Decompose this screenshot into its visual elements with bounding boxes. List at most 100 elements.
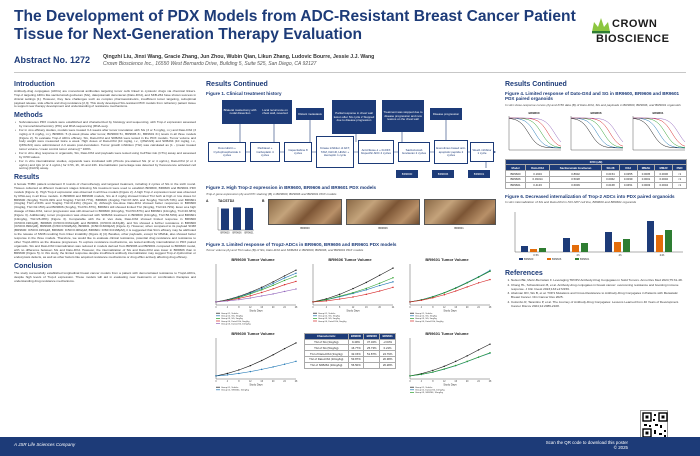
table-cell: 20.38% xyxy=(379,355,396,363)
table-cell: TGI of SG (5mg/kg) xyxy=(304,344,349,352)
legend-entry: Group 02, SG, 3mg/kg xyxy=(221,314,244,317)
data-point xyxy=(295,288,297,290)
series-line xyxy=(215,275,297,303)
series-line xyxy=(409,343,491,377)
bar xyxy=(572,244,579,252)
data-point xyxy=(283,290,286,292)
data-point xyxy=(238,298,240,301)
legend-entry: Group 01, Vehicle xyxy=(415,312,433,315)
fig1-title: Figure 1. Clinical treatment history xyxy=(206,91,282,96)
results-continued-heading-2: Results Continued xyxy=(505,81,567,88)
data-point xyxy=(365,293,368,295)
data-point xyxy=(338,295,341,297)
flow-box: Distant metastasis xyxy=(296,108,324,121)
data-point xyxy=(226,300,229,302)
title-line-2: Tissue for Next-Generation Therapy Evalu… xyxy=(14,26,363,43)
legend-entry: Group 03, SG, 5mg/kg xyxy=(415,317,438,320)
fig2-subtitle: Trop-2 gene expression (A) and IHC stain… xyxy=(206,191,337,196)
series-line xyxy=(215,272,297,303)
x-tick-label: 24 xyxy=(477,307,480,309)
treatment-flow-diagram: Bilateral mastectomy with nodal dissecti… xyxy=(206,98,496,182)
flow-box: Bilateral mastectomy with nodal dissecti… xyxy=(222,100,258,125)
flow-box: Disease progression xyxy=(430,108,462,121)
data-point xyxy=(226,372,229,374)
ic50-table-wrap: IC50 (uM) Model Dato-DXd Sacituzumab Govite… xyxy=(504,158,687,189)
flow-box: Everolimus based anti-apoptotic peptide … xyxy=(434,140,468,165)
table-cell: 0.0168 xyxy=(601,181,620,189)
methods-bullet: For in vivo efficacy studies, models wer… xyxy=(14,128,196,152)
qr-pattern xyxy=(642,412,668,438)
tacstd2-bar-chart: BR9600 BR9606 BR9601 xyxy=(217,206,254,234)
x-tick-label: 20 xyxy=(466,381,469,383)
table-row: TGI of SG (5mg/kg) 16.77% 25.73% 0.21% xyxy=(304,344,396,352)
x-tick-label: 12 xyxy=(443,307,446,309)
x-tick-label: 2h xyxy=(576,253,580,257)
data-point xyxy=(409,301,411,303)
x-tick-label: 4 xyxy=(421,307,423,309)
series-line xyxy=(409,279,491,303)
x-tick-label: 0 xyxy=(409,381,411,383)
data-point xyxy=(295,269,297,271)
results-heading: Results xyxy=(14,174,40,182)
affiliation: Crown Bioscience Inc., 16550 West Bernar… xyxy=(103,61,317,67)
data-point xyxy=(249,364,251,367)
table-row: BR9606 0.03314 0.5028 0.0062 0.0039 0.0001 0.0… xyxy=(504,175,687,183)
series-line xyxy=(215,360,297,377)
data-point xyxy=(272,282,274,284)
dose-panel-title: BR9606 xyxy=(590,111,601,115)
x-tick-label: 4 xyxy=(326,307,328,309)
bar xyxy=(233,206,241,230)
x-tick-label: 20 xyxy=(378,307,381,309)
data-point xyxy=(489,278,491,281)
x-tick-label: 20 xyxy=(466,307,469,309)
data-point xyxy=(489,343,491,345)
table-cell: 0.0004 xyxy=(654,181,674,189)
data-point xyxy=(283,279,286,281)
data-point xyxy=(249,293,251,295)
x-tick-label: 24h xyxy=(660,253,665,257)
chart-title: BR9601 Tumor Volume xyxy=(425,257,469,262)
chart-title: BR9600 Tumor Volume xyxy=(231,257,275,262)
x-tick-label: 8 xyxy=(432,307,434,309)
results-continued-heading: Results Continued xyxy=(206,81,268,88)
data-point xyxy=(249,370,251,373)
data-point xyxy=(295,280,297,282)
data-point xyxy=(432,295,434,298)
data-point xyxy=(378,284,381,287)
data-point xyxy=(378,290,381,292)
data-point xyxy=(238,372,240,374)
table-row: TGI of SKB264 (10mg/kg) 56.50% 26.28% xyxy=(304,361,396,369)
model-label: BR9600 xyxy=(396,170,418,179)
data-point xyxy=(325,300,328,302)
x-axis-label: Study Days xyxy=(443,308,457,312)
methods-bullet: For in vitro drug response in organoids,… xyxy=(14,151,196,160)
flow-box: Local recurrence on chest wall, resected xyxy=(258,100,292,125)
data-point xyxy=(455,290,457,292)
data-point xyxy=(272,293,274,295)
reference-list: Nelson BE, Meric-Bernstam F. Leveraging … xyxy=(505,278,687,309)
table-cell: 26.28% xyxy=(379,361,396,369)
data-point xyxy=(272,280,274,283)
bar xyxy=(647,220,654,252)
fig6-title: Figure 6. Decreased internalization of T… xyxy=(505,193,675,199)
ihc-image-br9601 xyxy=(424,198,496,225)
x-tick-label: 28 xyxy=(295,381,298,383)
data-point xyxy=(365,288,368,291)
data-point xyxy=(272,366,274,368)
data-point xyxy=(392,267,394,269)
conclusion-text: The study successfully established longi… xyxy=(14,271,196,283)
table-cell: 0.4133 xyxy=(525,181,551,189)
ihc-image-br9606 xyxy=(346,198,420,225)
bar xyxy=(539,247,546,252)
crown-bioscience-logo: CROWN BIOSCIENCE xyxy=(590,14,688,54)
abstract-number: Abstract No. 1272 xyxy=(14,55,91,65)
ihc-image-br9600 xyxy=(268,198,342,225)
data-point xyxy=(489,351,491,354)
authors: Qingzhi Liu, Jinxi Wang, Gracie Zhang, J… xyxy=(103,54,375,60)
data-point xyxy=(378,274,381,276)
ihc-label: BR9606 xyxy=(378,226,388,230)
data-point xyxy=(392,280,394,283)
x-tick-label: 28 xyxy=(489,381,492,383)
qr-code-icon[interactable] xyxy=(640,410,668,438)
x-tick-label: 16 xyxy=(454,381,457,383)
